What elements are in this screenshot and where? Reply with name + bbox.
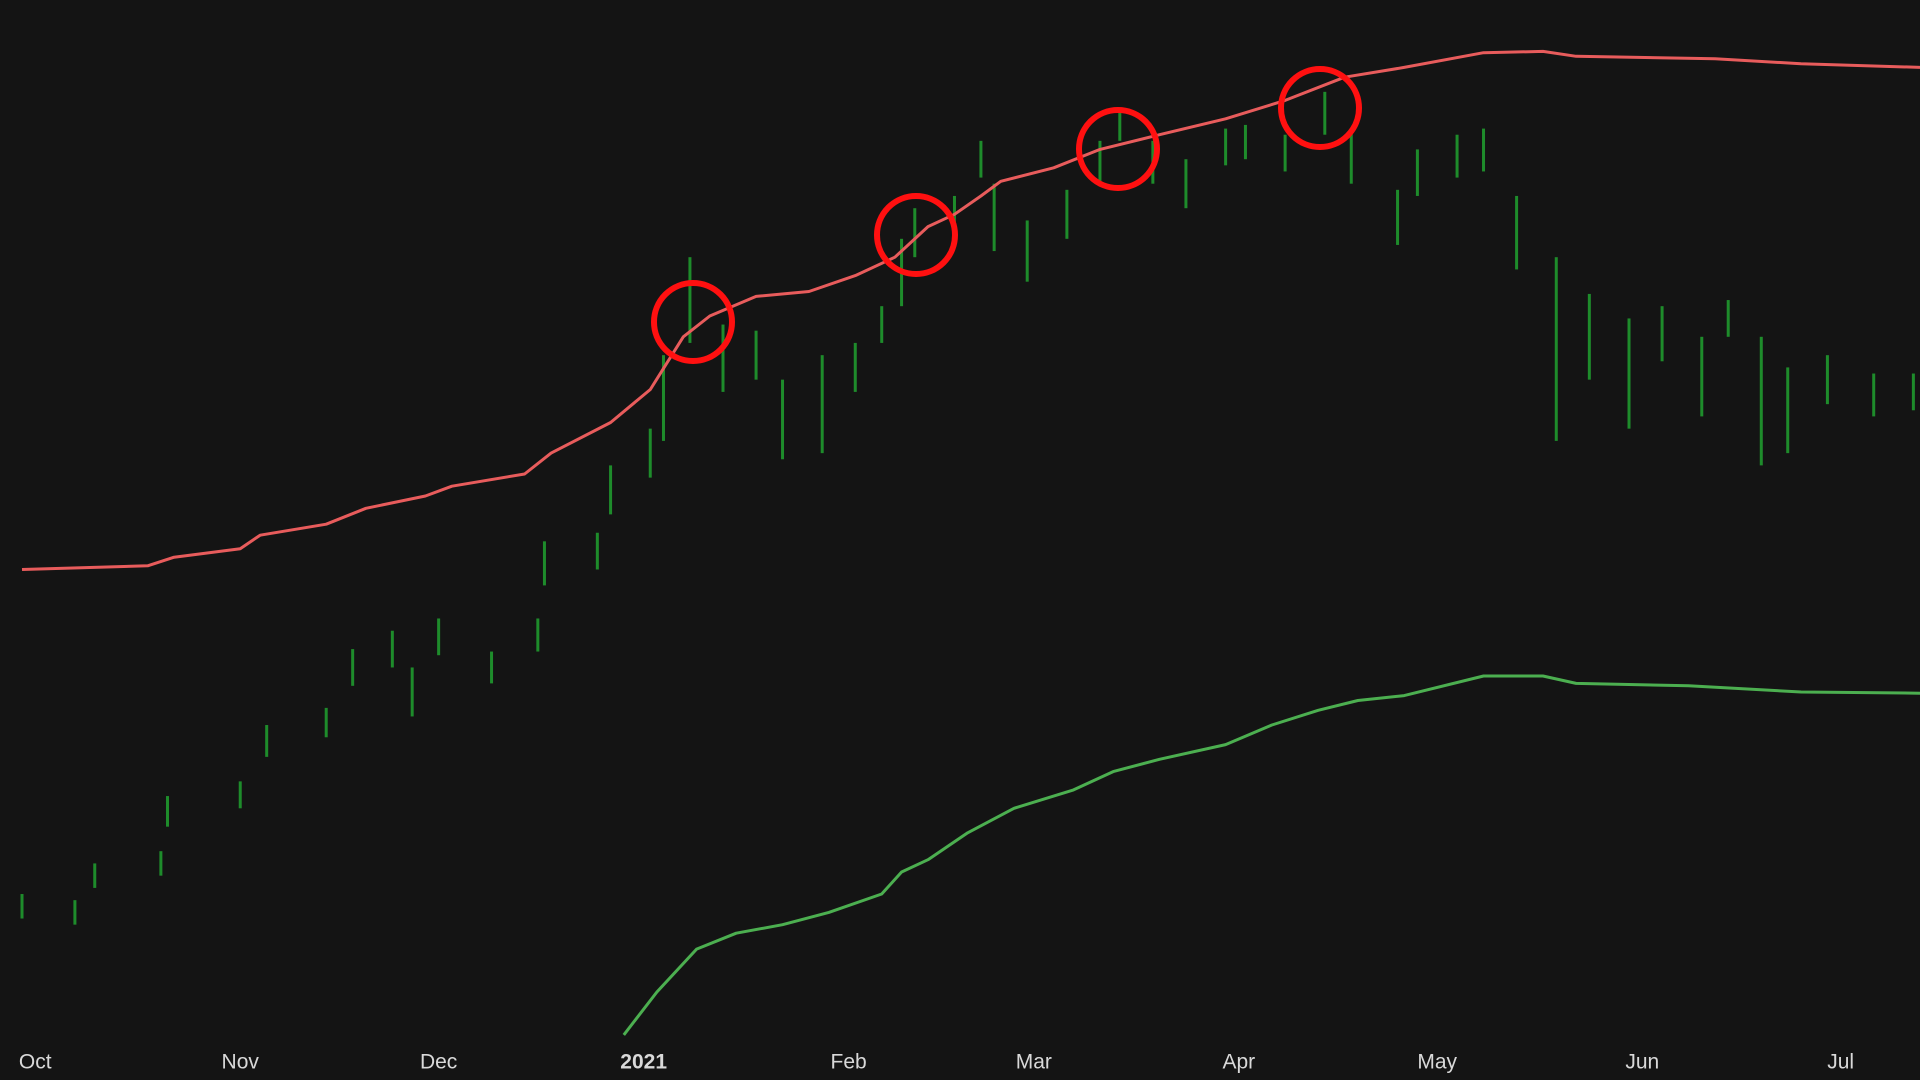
plot-area bbox=[20, 49, 1920, 1036]
candle bbox=[609, 465, 613, 515]
candle bbox=[20, 894, 24, 919]
candle bbox=[437, 618, 441, 656]
candle bbox=[661, 355, 665, 441]
candle bbox=[595, 532, 599, 570]
candle bbox=[1118, 110, 1122, 141]
candle bbox=[351, 649, 355, 686]
candle bbox=[1872, 373, 1876, 417]
x-tick-label: Mar bbox=[1016, 1051, 1052, 1074]
candle bbox=[1025, 220, 1029, 282]
candle bbox=[1786, 367, 1790, 454]
candle bbox=[688, 257, 692, 343]
candle bbox=[781, 379, 785, 460]
candle bbox=[390, 630, 394, 668]
candle bbox=[1482, 128, 1486, 172]
candle bbox=[159, 851, 163, 876]
x-tick-label: May bbox=[1417, 1051, 1457, 1074]
candle bbox=[1627, 318, 1631, 429]
x-tick-label: Jul bbox=[1827, 1051, 1854, 1074]
candle bbox=[324, 707, 328, 738]
x-tick-label: Oct bbox=[19, 1051, 52, 1074]
candle bbox=[1224, 128, 1228, 166]
candle bbox=[73, 900, 77, 925]
candle bbox=[1098, 140, 1102, 184]
highlight-rings bbox=[651, 66, 1362, 364]
x-tick-label: Nov bbox=[222, 1051, 260, 1074]
candle bbox=[1323, 91, 1327, 135]
candle bbox=[238, 781, 242, 809]
candle bbox=[880, 306, 884, 343]
band-line bbox=[622, 674, 1920, 1036]
candle bbox=[1396, 189, 1400, 245]
candle bbox=[1349, 128, 1353, 184]
candle bbox=[1911, 373, 1915, 411]
candle bbox=[648, 428, 652, 478]
candle bbox=[410, 667, 414, 717]
candle bbox=[490, 651, 494, 684]
candle bbox=[1660, 306, 1664, 362]
candle bbox=[721, 324, 725, 392]
x-tick-label: 2021 bbox=[620, 1051, 667, 1074]
highlight-ring bbox=[1278, 66, 1362, 150]
candle bbox=[992, 183, 996, 252]
candle bbox=[1554, 257, 1558, 441]
x-tick-label: Apr bbox=[1222, 1051, 1255, 1074]
candle bbox=[1283, 134, 1287, 172]
candle bbox=[265, 725, 269, 757]
candle bbox=[1184, 159, 1188, 209]
x-tick-label: Jun bbox=[1625, 1051, 1659, 1074]
candle bbox=[165, 796, 169, 827]
candle bbox=[853, 342, 857, 392]
x-tick-label: Dec bbox=[420, 1051, 457, 1074]
candle bbox=[1065, 189, 1069, 239]
candle bbox=[913, 208, 917, 258]
candle bbox=[536, 618, 540, 652]
highlight-ring bbox=[1076, 107, 1160, 191]
candle bbox=[1726, 300, 1730, 337]
x-tick-label: Feb bbox=[831, 1051, 867, 1074]
highlight-ring bbox=[651, 280, 735, 364]
candle bbox=[1415, 149, 1419, 196]
candle bbox=[1515, 195, 1519, 270]
candle bbox=[1243, 124, 1247, 160]
candle bbox=[820, 355, 824, 454]
candle bbox=[1455, 134, 1459, 178]
candle bbox=[1587, 293, 1591, 380]
candle bbox=[542, 541, 546, 586]
band-line bbox=[21, 49, 1920, 571]
highlight-ring bbox=[874, 193, 958, 277]
candle bbox=[1825, 355, 1829, 405]
candle bbox=[754, 330, 758, 380]
candle bbox=[1759, 336, 1763, 466]
candle bbox=[93, 863, 97, 888]
candle bbox=[1700, 336, 1704, 417]
candle bbox=[979, 140, 983, 178]
